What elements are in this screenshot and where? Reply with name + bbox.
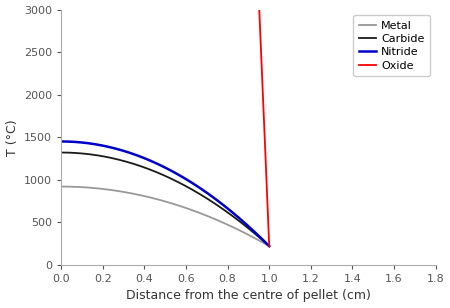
- Nitride: [69, 140, 75, 144]
- Nitride: [58, 140, 64, 143]
- Y-axis label: T (°C): T (°C): [5, 119, 18, 156]
- Carbide: [154, 170, 160, 174]
- Line: Nitride: Nitride: [61, 141, 269, 246]
- Nitride: [154, 162, 160, 165]
- X-axis label: Distance from the centre of pellet (cm): Distance from the centre of pellet (cm): [126, 290, 371, 302]
- Metal: [266, 244, 272, 248]
- Carbide: [261, 239, 266, 242]
- Line: Carbide: Carbide: [61, 152, 269, 246]
- Nitride: [160, 164, 165, 168]
- Carbide: [69, 151, 75, 155]
- Line: Metal: Metal: [61, 187, 269, 246]
- Oxide: [261, 99, 266, 103]
- Nitride: [261, 238, 266, 242]
- Nitride: [261, 238, 266, 242]
- Metal: [160, 199, 165, 202]
- Metal: [261, 241, 266, 245]
- Carbide: [58, 151, 64, 154]
- Legend: Metal, Carbide, Nitride, Oxide: Metal, Carbide, Nitride, Oxide: [353, 15, 430, 76]
- Nitride: [222, 205, 228, 208]
- Nitride: [266, 244, 272, 248]
- Oxide: [266, 244, 272, 248]
- Metal: [69, 185, 75, 188]
- Carbide: [266, 244, 272, 248]
- Line: Oxide: Oxide: [61, 0, 269, 246]
- Metal: [58, 185, 64, 188]
- Oxide: [261, 97, 266, 101]
- Carbide: [160, 173, 165, 176]
- Carbide: [261, 239, 266, 243]
- Metal: [222, 222, 228, 225]
- Metal: [261, 241, 266, 245]
- Carbide: [222, 209, 228, 213]
- Metal: [154, 197, 160, 201]
